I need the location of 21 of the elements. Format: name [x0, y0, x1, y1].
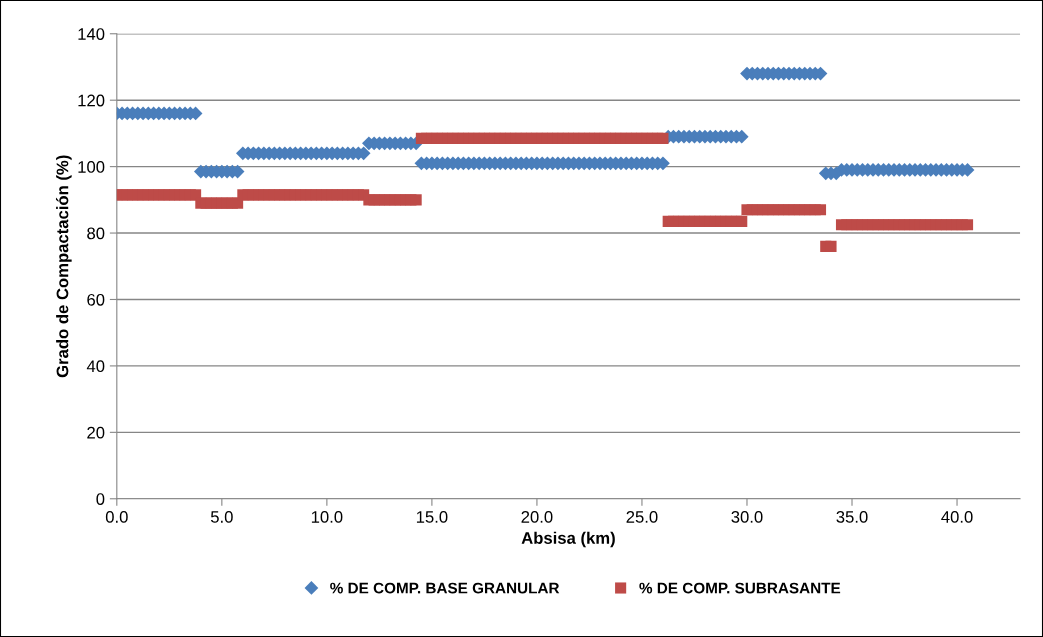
- x-tick-label: 0.0: [105, 511, 128, 523]
- y-tick-label: 120: [78, 94, 105, 107]
- x-tick-label: 25.0: [626, 511, 658, 523]
- y-tick-label: 80: [87, 227, 105, 240]
- legend-label: % DE COMP. BASE GRANULAR: [330, 582, 560, 594]
- x-tick-label: 20.0: [521, 511, 553, 523]
- y-axis-title: Grado de Compactación (%): [55, 155, 72, 378]
- x-tick-label: 15.0: [416, 511, 448, 523]
- x-tick-label: 5.0: [210, 511, 233, 523]
- y-tick-label: 20: [87, 426, 105, 439]
- x-axis-title: Absisa (km): [521, 531, 615, 548]
- x-tick-label: 35.0: [836, 511, 868, 523]
- y-tick-label: 140: [78, 28, 105, 40]
- y-tick-label: 40: [86, 360, 105, 373]
- x-tick-label: 10.0: [311, 511, 343, 523]
- legend-label: % DE COMP. SUBRASANTE: [639, 582, 841, 594]
- x-tick-label: 30.0: [731, 511, 763, 523]
- y-tick-label: 60: [87, 293, 105, 306]
- y-tick-label: 100: [78, 161, 105, 173]
- y-tick-label: 0: [96, 493, 105, 505]
- x-tick-label: 40.0: [941, 511, 973, 523]
